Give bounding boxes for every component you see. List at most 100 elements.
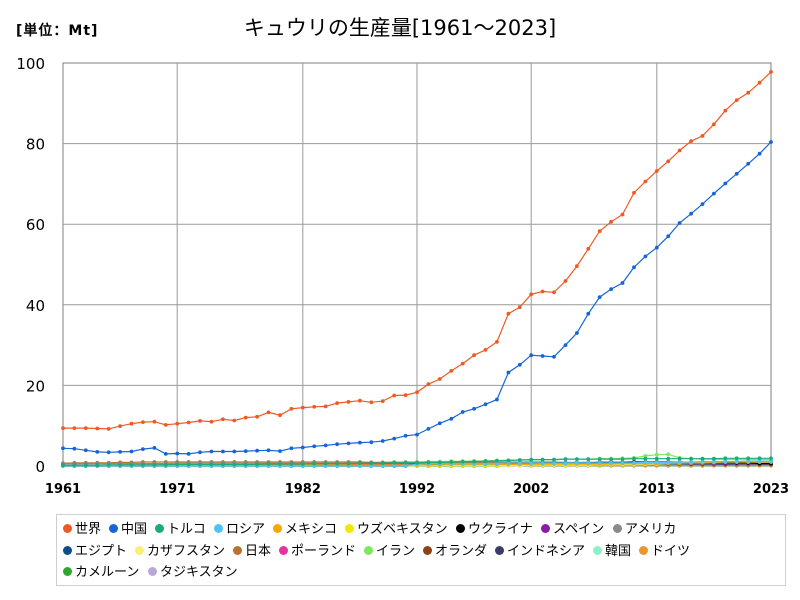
data-point [586, 460, 591, 465]
data-point [757, 80, 762, 85]
data-point [209, 419, 214, 424]
data-point [61, 446, 65, 451]
data-point [175, 451, 180, 456]
data-point [346, 400, 351, 404]
data-point [380, 464, 385, 468]
data-point [335, 461, 339, 466]
legend-label: タジキスタン [160, 565, 238, 580]
data-point [712, 122, 716, 127]
data-point [666, 456, 671, 461]
data-point [700, 456, 705, 461]
data-point [369, 461, 374, 466]
legend-label: メキシコ [285, 522, 338, 537]
data-point [118, 462, 122, 467]
data-point [415, 460, 419, 465]
legend-marker [135, 546, 144, 555]
data-point [597, 295, 602, 299]
data-point [289, 446, 294, 451]
legend-marker [155, 524, 164, 533]
legend-item: イラン [364, 544, 415, 560]
data-point [129, 462, 134, 467]
legend-item: メキシコ [273, 522, 337, 538]
data-point [209, 449, 214, 454]
data-point [437, 421, 442, 426]
data-point [95, 450, 100, 454]
data-point [460, 361, 465, 366]
legend-label: インドネシア [507, 544, 586, 559]
data-point [369, 440, 374, 445]
data-point [597, 229, 602, 234]
data-point [300, 462, 305, 466]
legend-item: カザフスタン [135, 544, 225, 560]
data-point [346, 461, 351, 466]
data-point [232, 418, 237, 423]
data-point [575, 264, 579, 268]
data-point [643, 179, 648, 184]
data-point [175, 462, 180, 467]
data-point [255, 462, 259, 467]
legend-marker [148, 567, 157, 576]
data-point [403, 460, 408, 465]
data-point [654, 460, 659, 465]
data-point [300, 405, 305, 410]
data-point [552, 290, 556, 295]
data-point [129, 421, 134, 426]
y-tick-label: 0 [35, 458, 45, 476]
data-point [575, 457, 579, 461]
data-point [198, 450, 202, 455]
y-tick-label: 20 [26, 377, 45, 395]
data-point [620, 212, 625, 217]
legend-label: 中国 [121, 522, 148, 537]
data-point [643, 454, 648, 458]
data-point [666, 460, 671, 465]
data-point [163, 462, 168, 467]
legend-label: ポーランド [291, 544, 357, 559]
x-tick-label: 2002 [513, 482, 549, 497]
data-point [380, 439, 385, 443]
data-point [61, 426, 65, 430]
data-point [769, 70, 773, 74]
data-point [552, 461, 556, 466]
legend-marker [495, 546, 504, 555]
data-point [654, 456, 659, 461]
data-point [300, 445, 305, 450]
data-point [289, 462, 294, 466]
data-point [460, 459, 465, 464]
data-point [449, 369, 454, 373]
data-point [221, 462, 225, 467]
data-point [449, 460, 454, 464]
data-point [632, 265, 636, 270]
data-point [529, 461, 534, 466]
data-point [632, 190, 636, 195]
legend-item: オランダ [423, 544, 487, 560]
data-point [472, 353, 476, 358]
data-point [141, 447, 145, 451]
data-point [677, 456, 682, 461]
data-point [83, 463, 88, 468]
legend-item: ウズベキスタン [345, 522, 448, 538]
legend-marker [273, 524, 282, 533]
x-tick-label: 2013 [639, 482, 675, 497]
data-point [586, 311, 591, 316]
data-point [609, 457, 613, 461]
data-point [529, 353, 534, 358]
series-0 [61, 70, 773, 431]
data-point [620, 457, 625, 461]
data-point [186, 420, 191, 425]
data-point [495, 461, 499, 466]
data-point [323, 443, 328, 448]
data-point [152, 446, 157, 450]
data-point [540, 354, 545, 358]
data-point [540, 289, 545, 294]
data-point [757, 151, 762, 156]
data-point [552, 354, 556, 359]
data-point [666, 234, 671, 239]
axes: 0 20 40 60 80 100 1961 1971 1982 1992 2002 2013 2023 [16, 55, 789, 497]
data-point [232, 449, 237, 454]
data-point [323, 461, 328, 466]
data-point [643, 460, 648, 465]
data-point [278, 449, 282, 453]
data-point [723, 181, 728, 186]
data-point [654, 245, 659, 250]
data-point [563, 461, 568, 466]
